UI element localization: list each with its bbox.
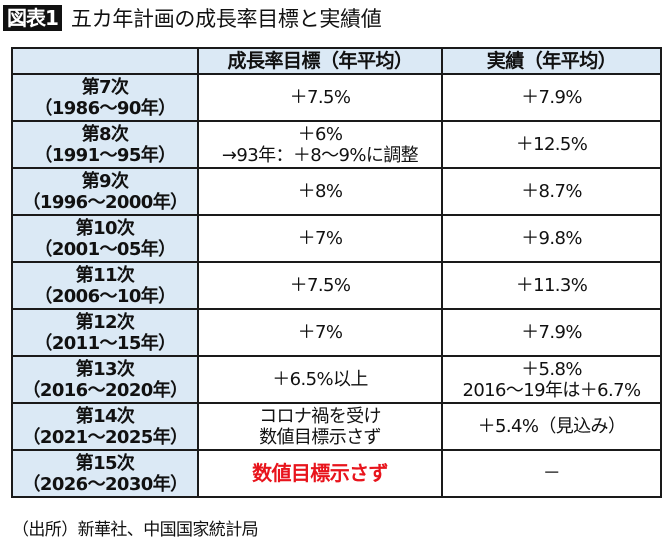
plan-period: （2006～10年） xyxy=(34,285,176,307)
table-row: 第14次 （2021～2025年） コロナ禍を受け 数値目標示さず ＋5.4%（… xyxy=(11,402,662,451)
actual-value: ＋8.7% xyxy=(521,181,582,202)
plan-cell: 第15次 （2026～2030年） xyxy=(11,449,199,498)
plan-name: 第7次 xyxy=(81,76,129,98)
plan-cell: 第14次 （2021～2025年） xyxy=(11,402,199,451)
target-value: ＋7% xyxy=(297,322,343,343)
table-row: 第15次 （2026～2030年） 数値目標示さず － xyxy=(11,449,662,498)
plan-name: 第13次 xyxy=(75,358,135,380)
table-row: 第13次 （2016～2020年） ＋6.5%以上 ＋5.8% 2016～19年… xyxy=(11,355,662,404)
target-value-highlight: 数値目標示さず xyxy=(252,461,388,485)
target-value: ＋7.5% xyxy=(289,275,351,296)
target-cell: ＋7% xyxy=(197,214,443,263)
plan-name: 第9次 xyxy=(81,170,129,192)
actual-value: ＋5.8% xyxy=(521,358,582,380)
actual-cell: ＋7.9% xyxy=(441,308,662,357)
plan-cell: 第12次 （2011～15年） xyxy=(11,308,199,357)
actual-cell: － xyxy=(441,449,662,498)
plan-period: （2021～2025年） xyxy=(22,426,189,448)
actual-cell: ＋9.8% xyxy=(441,214,662,263)
target-cell: 数値目標示さず xyxy=(197,449,443,498)
plan-period: （2016～2020年） xyxy=(22,379,189,401)
table-row: 第10次 （2001～05年） ＋7% ＋9.8% xyxy=(11,214,662,263)
actual-cell: ＋8.7% xyxy=(441,167,662,216)
target-cell: ＋7.5% xyxy=(197,73,443,122)
target-cell: ＋7.5% xyxy=(197,261,443,310)
plan-period: （2026～2030年） xyxy=(22,473,189,495)
actual-value: ＋9.8% xyxy=(521,228,582,249)
plan-period: （1986～90年） xyxy=(34,97,176,119)
plan-cell: 第11次 （2006～10年） xyxy=(11,261,199,310)
target-cell: コロナ禍を受け 数値目標示さず xyxy=(197,402,443,451)
target-value: ＋7.5% xyxy=(289,87,351,108)
figure-title: 五カ年計画の成長率目標と実績値 xyxy=(70,7,382,31)
actual-value: ＋5.4%（見込み） xyxy=(477,416,626,437)
target-value: ＋7% xyxy=(297,228,343,249)
plan-period: （1991～95年） xyxy=(34,144,176,166)
figure-title-row: 図表1 五カ年計画の成長率目標と実績値 xyxy=(3,5,382,31)
target-value: コロナ禍を受け xyxy=(259,405,381,427)
target-cell: ＋8% xyxy=(197,167,443,216)
column-header-target: 成長率目標（年平均） xyxy=(197,47,443,75)
table-header-row: 成長率目標（年平均） 実績（年平均） xyxy=(11,47,662,75)
plan-period: （2001～05年） xyxy=(34,238,176,260)
plan-cell: 第10次 （2001～05年） xyxy=(11,214,199,263)
target-value: ＋6% xyxy=(297,123,343,145)
actual-value: ＋7.9% xyxy=(521,87,582,108)
actual-cell: ＋7.9% xyxy=(441,73,662,122)
target-note: 数値目標示さず xyxy=(259,426,381,448)
table-row: 第9次 （1996～2000年） ＋8% ＋8.7% xyxy=(11,167,662,216)
target-value: ＋6.5%以上 xyxy=(272,369,368,390)
actual-cell: ＋5.8% 2016～19年は＋6.7% xyxy=(441,355,662,404)
actual-value: － xyxy=(542,463,561,484)
plan-period: （2011～15年） xyxy=(34,332,176,354)
plan-name: 第15次 xyxy=(75,452,135,474)
plan-name: 第8次 xyxy=(81,123,129,145)
actual-note: 2016～19年は＋6.7% xyxy=(462,379,641,401)
target-cell: ＋7% xyxy=(197,308,443,357)
actual-cell: ＋11.3% xyxy=(441,261,662,310)
actual-value: ＋7.9% xyxy=(521,322,582,343)
figure-badge: 図表1 xyxy=(3,5,62,31)
table-row: 第8次 （1991～95年） ＋6% →93年：＋8～9%に調整 ＋12.5% xyxy=(11,120,662,169)
plan-name: 第12次 xyxy=(75,311,135,333)
target-value: ＋8% xyxy=(297,181,343,202)
actual-cell: ＋5.4%（見込み） xyxy=(441,402,662,451)
target-note: →93年：＋8～9%に調整 xyxy=(221,144,419,166)
plan-period: （1996～2000年） xyxy=(22,191,189,213)
target-cell: ＋6% →93年：＋8～9%に調整 xyxy=(197,120,443,169)
column-header-actual: 実績（年平均） xyxy=(441,47,662,75)
plan-name: 第10次 xyxy=(75,217,135,239)
table-row: 第11次 （2006～10年） ＋7.5% ＋11.3% xyxy=(11,261,662,310)
plan-name: 第11次 xyxy=(75,264,135,286)
actual-cell: ＋12.5% xyxy=(441,120,662,169)
table-row: 第7次 （1986～90年） ＋7.5% ＋7.9% xyxy=(11,73,662,122)
column-header-plan xyxy=(11,47,199,75)
plan-cell: 第8次 （1991～95年） xyxy=(11,120,199,169)
table-row: 第12次 （2011～15年） ＋7% ＋7.9% xyxy=(11,308,662,357)
target-cell: ＋6.5%以上 xyxy=(197,355,443,404)
plan-cell: 第13次 （2016～2020年） xyxy=(11,355,199,404)
plan-name: 第14次 xyxy=(75,405,135,427)
plan-cell: 第9次 （1996～2000年） xyxy=(11,167,199,216)
source-note: （出所）新華社、中国国家統計局 xyxy=(12,520,259,540)
actual-value: ＋11.3% xyxy=(515,275,588,296)
plan-cell: 第7次 （1986～90年） xyxy=(11,73,199,122)
growth-target-table: 成長率目標（年平均） 実績（年平均） 第7次 （1986～90年） ＋7.5% … xyxy=(11,47,662,498)
actual-value: ＋12.5% xyxy=(515,134,588,155)
